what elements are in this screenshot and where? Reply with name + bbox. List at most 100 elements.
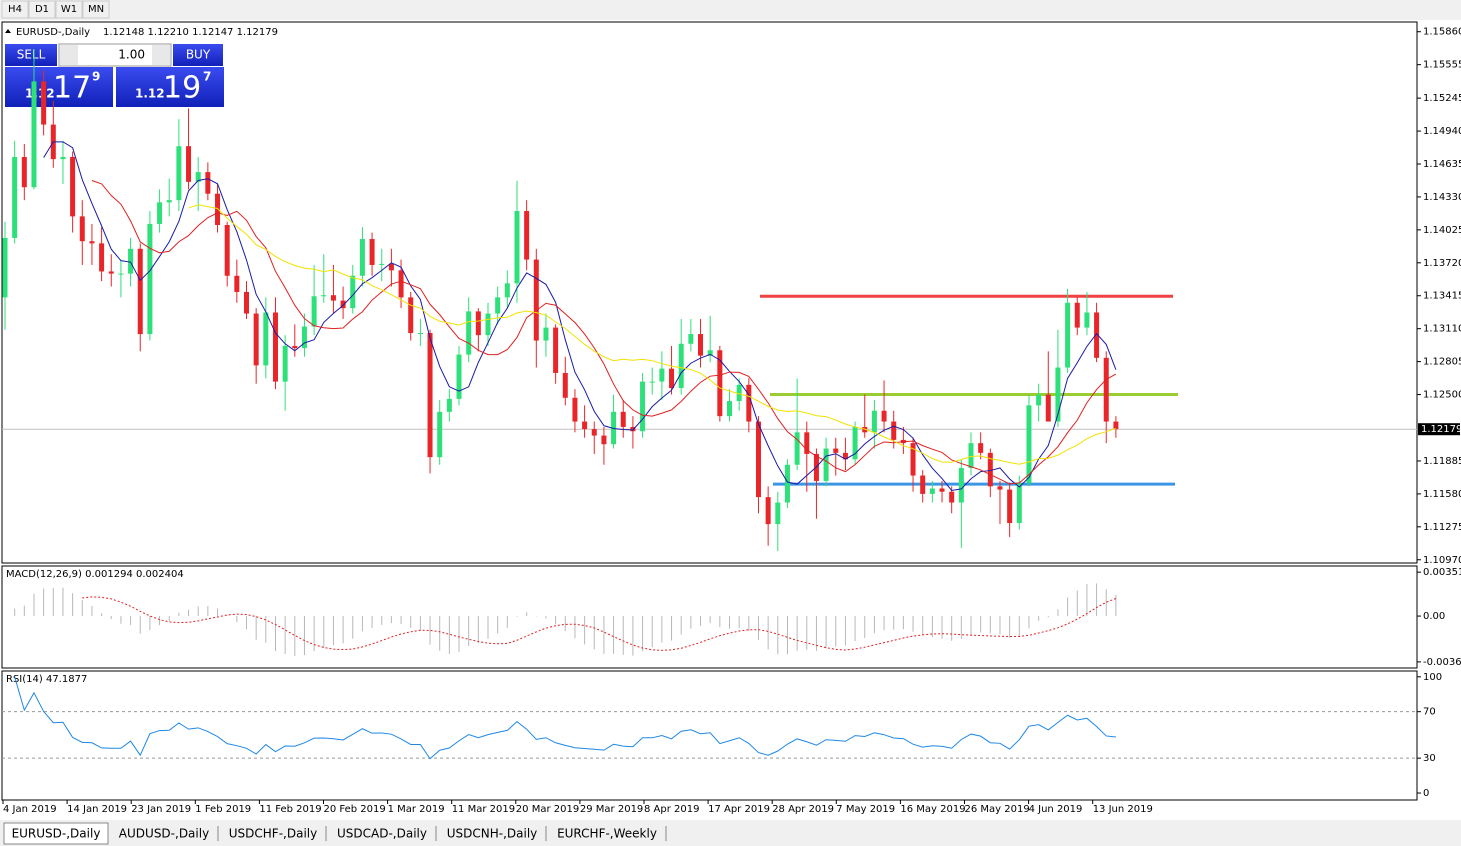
lot-up[interactable] [152,45,170,65]
x-tick-label: 14 Jan 2019 [67,804,127,815]
candle-body [591,429,597,436]
rsi-title: RSI(14) 47.1877 [6,674,87,685]
timeframe-button[interactable] [1,0,29,19]
candle-body [640,381,646,432]
main-panel [1,21,1418,564]
candle-body [282,345,288,382]
x-tick-label: 28 Apr 2019 [772,804,834,815]
x-tick-label: 7 May 2019 [836,804,895,815]
x-tick-label: 11 Feb 2019 [259,804,321,815]
candle-body [736,384,742,402]
candle-body [253,313,259,366]
x-tick-label: 26 May 2019 [965,804,1030,815]
tab[interactable] [328,823,436,844]
y-tick-label: 0.003518 [1423,567,1461,578]
candle-body [475,311,481,336]
rsi-line [14,676,1116,760]
buy-button[interactable] [173,44,223,66]
candle-body [128,248,134,274]
tab[interactable] [438,823,546,844]
candle-body [147,223,153,335]
x-tick-label: 1 Feb 2019 [195,804,251,815]
candle-body [987,452,993,487]
candle-body [727,401,732,417]
main-plot [2,48,1417,552]
candle-body [408,297,414,333]
candle-body [108,271,114,274]
candle-body [562,372,568,398]
candle-body [446,398,452,412]
rsi-plot [2,676,1417,760]
candle-body [466,311,472,355]
candle-body [1036,394,1042,406]
candle-body [398,270,404,298]
x-tick-label: 8 Apr 2019 [644,804,699,815]
candle-body [504,283,510,298]
candle-body [60,156,66,160]
candle-body [263,312,269,366]
current-price-box [1418,423,1460,436]
candle-body [21,156,27,188]
candle-body [1007,489,1013,524]
tab-label: EURUSD-,Daily [12,827,101,841]
candle-body [833,448,839,453]
candle-body [978,443,984,453]
candle-body [572,397,578,422]
moving-average [43,141,1117,491]
candle-body [224,225,230,276]
tab[interactable] [3,822,109,845]
candle-body [1026,405,1032,484]
moving-average [188,204,1117,465]
candle-body [582,421,588,430]
sell-button[interactable] [5,44,57,66]
candle-body [659,368,665,382]
bid-frac: 9 [92,70,100,84]
timeframe-button[interactable] [55,0,83,19]
tab[interactable] [110,823,218,844]
x-tick-label: 13 Jun 2019 [1093,804,1153,815]
y-tick-label: 1.14940 [1423,126,1461,137]
lot-input[interactable] [58,43,172,67]
candle-body [958,467,964,503]
ask-big: 1.12 [135,87,165,101]
candle-body [166,200,172,203]
bid-box[interactable] [5,67,113,107]
y-tick-label: 1.11885 [1423,456,1461,467]
timeframe-button[interactable] [82,0,110,19]
y-tick-label: 1.13415 [1423,291,1461,302]
ask-box[interactable] [116,67,224,107]
x-tick-label: 20 Feb 2019 [324,804,386,815]
candle-body [1094,312,1100,358]
tab[interactable] [548,823,666,844]
candle-body [2,237,8,298]
x-tick-label: 11 Mar 2019 [452,804,515,815]
candle-body [949,491,955,503]
candle-body [31,81,37,188]
candle-body [794,432,800,465]
candle-body [1113,421,1119,430]
lot-down[interactable] [60,45,78,65]
candle-body [292,345,298,349]
candle-body [157,202,163,224]
tab[interactable] [220,823,326,844]
y-tick-label: 1.15245 [1423,93,1461,104]
rsi-panel [1,670,1418,801]
candle-body [369,239,375,265]
y-tick-label: 1.14330 [1423,192,1461,203]
collapse-icon [5,29,11,33]
candle-body [1065,302,1071,368]
candle-body [891,421,897,440]
candle-body [910,443,916,476]
timeframe-button[interactable] [28,0,56,19]
y-tick-label: 0.00 [1423,611,1445,622]
candle-body [707,350,713,356]
candle-body [388,263,394,271]
candle-body [939,488,945,492]
y-tick-label: -0.00367 [1423,657,1461,668]
buy-label: BUY [186,48,211,62]
timeframe-label: H4 [8,4,22,15]
candle-body [195,172,201,182]
y-tick-label: 1.12805 [1423,357,1461,368]
